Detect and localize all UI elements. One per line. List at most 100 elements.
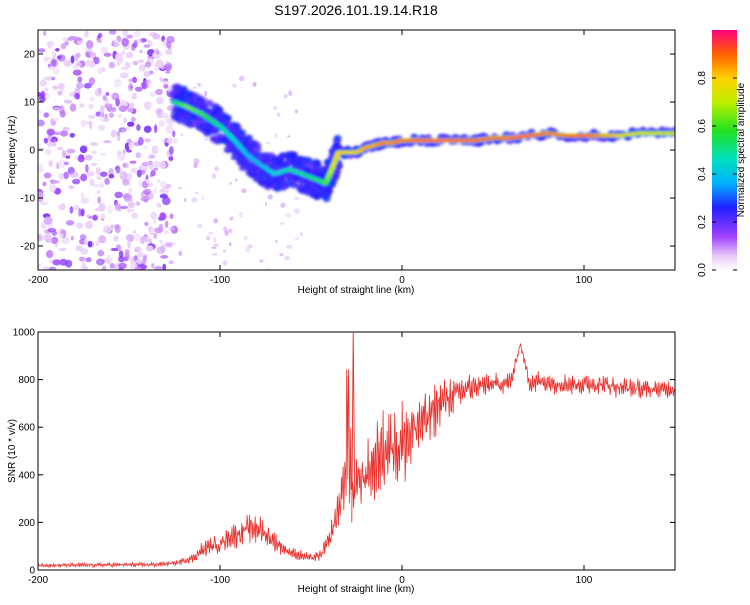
noise-blob xyxy=(204,137,208,141)
noise-blob xyxy=(120,205,129,210)
noise-blob xyxy=(57,159,66,168)
noise-blob xyxy=(142,255,147,265)
noise-blob xyxy=(103,140,112,144)
noise-blob xyxy=(122,149,126,155)
noise-blob xyxy=(223,226,228,232)
noise-blob xyxy=(84,30,89,38)
spectrogram-xlabel: Height of straight line (km) xyxy=(298,285,415,296)
noise-blob xyxy=(283,93,288,99)
noise-blob xyxy=(136,124,141,131)
noise-blob xyxy=(155,108,163,115)
ridge-core xyxy=(323,182,329,185)
snr-xtick-label: 0 xyxy=(399,575,405,586)
noise-blob xyxy=(109,30,117,35)
noise-blob xyxy=(75,245,83,252)
noise-blob xyxy=(76,82,84,89)
ridge-halo xyxy=(198,98,207,106)
noise-blob xyxy=(104,177,110,185)
noise-blob xyxy=(110,92,118,100)
noise-blob xyxy=(80,248,88,255)
noise-blob xyxy=(149,173,154,177)
spectrogram-ylabel: Frequency (Hz) xyxy=(7,116,18,185)
noise-blob xyxy=(89,178,95,187)
noise-blob xyxy=(88,120,93,130)
noise-blob xyxy=(65,220,75,226)
snr-spike xyxy=(351,332,356,523)
noise-blob xyxy=(166,40,172,49)
snr-xlabel: Height of straight line (km) xyxy=(298,584,415,595)
noise-blob xyxy=(153,187,157,195)
noise-blob xyxy=(57,203,65,211)
noise-blob xyxy=(163,83,169,89)
noise-blob xyxy=(62,149,66,158)
noise-blob xyxy=(213,243,219,247)
noise-blob xyxy=(127,187,133,196)
noise-blob xyxy=(75,222,83,229)
ridge-core xyxy=(323,180,330,183)
noise-blob xyxy=(196,82,202,88)
noise-blob xyxy=(213,237,216,243)
noise-blob xyxy=(47,228,57,233)
noise-blob xyxy=(193,158,200,165)
noise-blob xyxy=(156,96,164,105)
noise-blob xyxy=(80,119,87,127)
noise-blob xyxy=(63,59,72,67)
colorbar-tick-label: 0.0 xyxy=(697,263,708,277)
noise-blob xyxy=(63,99,73,104)
noise-blob xyxy=(141,161,150,167)
noise-blob xyxy=(52,259,62,266)
noise-blob xyxy=(79,145,88,154)
noise-blob xyxy=(277,112,280,117)
noise-blob xyxy=(72,178,81,185)
noise-blob xyxy=(139,235,145,245)
ridge-halo xyxy=(232,122,241,130)
noise-blob xyxy=(91,163,98,166)
noise-blob xyxy=(39,94,46,103)
noise-blob xyxy=(231,216,233,221)
figure-title: S197.2026.101.19.14.R18 xyxy=(274,2,438,18)
noise-blob xyxy=(45,148,52,156)
noise-blob xyxy=(68,185,75,189)
noise-blob xyxy=(127,208,131,213)
ridge-halo xyxy=(322,195,331,203)
noise-blob xyxy=(152,160,162,168)
noise-blob xyxy=(69,171,79,178)
noise-blob xyxy=(56,55,62,60)
noise-blob xyxy=(93,56,100,65)
ridge-halo xyxy=(205,99,214,107)
noise-blob xyxy=(58,247,67,252)
noise-blob xyxy=(134,266,142,270)
noise-blob xyxy=(264,201,268,206)
noise-blob xyxy=(159,212,167,221)
noise-blob xyxy=(115,97,120,107)
noise-blob xyxy=(279,222,285,225)
noise-blob xyxy=(133,255,138,261)
noise-blob xyxy=(211,173,217,179)
noise-blob xyxy=(58,83,64,90)
spectrogram-ytick-label: 10 xyxy=(24,98,36,109)
noise-blob xyxy=(145,178,150,184)
noise-blob xyxy=(150,211,157,220)
noise-blob xyxy=(208,231,214,235)
noise-blob xyxy=(153,232,158,239)
noise-blob xyxy=(154,265,163,270)
noise-blob xyxy=(38,143,41,147)
noise-blob xyxy=(144,236,152,244)
noise-blob xyxy=(57,90,63,96)
noise-blob xyxy=(44,92,50,100)
noise-blob xyxy=(158,120,166,128)
noise-blob xyxy=(128,78,133,83)
noise-blob xyxy=(44,57,53,61)
noise-blob xyxy=(133,30,141,38)
noise-blob xyxy=(47,128,56,136)
noise-blob xyxy=(96,39,102,43)
ridge-halo xyxy=(324,188,333,195)
noise-blob xyxy=(85,164,89,173)
noise-blob xyxy=(80,173,88,182)
noise-blob xyxy=(136,258,143,265)
noise-blob xyxy=(78,208,82,217)
noise-blob xyxy=(94,88,103,97)
noise-blob xyxy=(105,103,113,107)
snr-ytick-label: 200 xyxy=(18,518,35,529)
noise-blob xyxy=(118,250,124,258)
